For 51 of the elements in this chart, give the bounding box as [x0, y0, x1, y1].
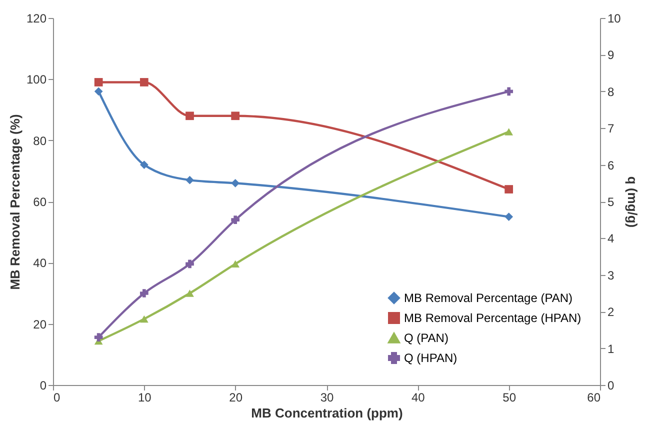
legend-label: MB Removal Percentage (PAN) — [404, 291, 573, 305]
y2-tick-label: 1 — [608, 342, 614, 356]
legend-label: MB Removal Percentage (HPAN) — [404, 311, 582, 325]
point — [231, 216, 240, 224]
y2-tick-label: 2 — [608, 305, 614, 320]
x-tick-label: 60 — [587, 390, 601, 404]
y2-tick-label: 9 — [608, 48, 614, 62]
point — [186, 290, 194, 297]
y-tick-label: 0 — [40, 378, 47, 392]
x-tick-label: 50 — [502, 390, 516, 404]
point — [186, 176, 194, 184]
point — [94, 78, 103, 86]
y-axis-title: MB Removal Percentage (%) — [7, 114, 22, 290]
point — [186, 260, 194, 268]
point — [140, 289, 148, 298]
y-tick-label: 60 — [33, 195, 47, 209]
point — [504, 87, 514, 96]
point — [140, 315, 148, 323]
y-tick-label: 20 — [33, 317, 47, 332]
y2-tick-label: 7 — [608, 122, 614, 136]
point — [504, 212, 514, 221]
x-tick-label: 10 — [138, 390, 152, 404]
point — [94, 87, 103, 96]
point — [504, 185, 514, 194]
point — [231, 178, 240, 188]
point — [140, 160, 148, 169]
y2-tick-label: 3 — [608, 268, 614, 282]
point — [231, 260, 240, 268]
y2-tick-label: 10 — [608, 12, 622, 26]
y2-tick-label: 8 — [608, 84, 614, 99]
x-tick-label: 20 — [229, 390, 243, 404]
y2-axis-title: q (mg/g) — [624, 176, 640, 228]
y2-tick-label: 4 — [608, 232, 614, 246]
point — [94, 333, 103, 342]
x-axis-title: MB Concentration (ppm) — [251, 406, 403, 420]
y-tick-label: 40 — [33, 256, 47, 270]
y2-tick-label: 6 — [608, 158, 614, 172]
y-tick-label: 80 — [33, 134, 47, 148]
y2-tick-label: 0 — [608, 378, 614, 392]
point — [231, 112, 240, 120]
legend-label: Q (PAN) — [404, 331, 448, 345]
x-tick-label: 30 — [320, 390, 334, 404]
y-tick-label: 100 — [26, 72, 47, 87]
y2-tick-label: 5 — [608, 195, 614, 209]
point — [504, 128, 514, 136]
point — [186, 112, 194, 120]
legend-label: Q (HPAN) — [404, 351, 458, 365]
x-tick-label: 40 — [411, 390, 426, 404]
x-tick-label: 0 — [54, 390, 60, 404]
point — [140, 78, 148, 86]
y-tick-label: 120 — [26, 12, 47, 26]
